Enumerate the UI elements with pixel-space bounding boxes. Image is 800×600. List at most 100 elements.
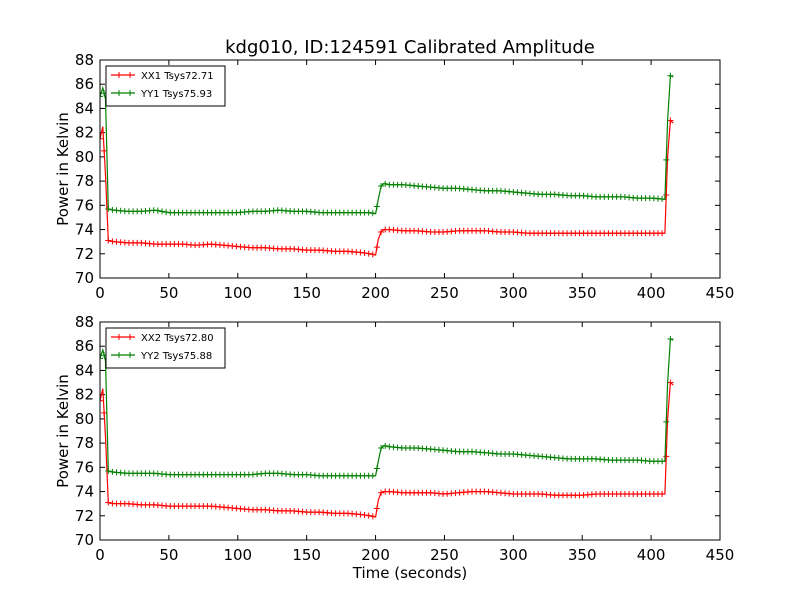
x-tick-label: 0 [95, 284, 105, 302]
y-tick-label: 78 [75, 172, 94, 190]
x-tick-label: 300 [499, 546, 528, 564]
data-point [100, 135, 103, 142]
x-axis-label: Time (seconds) [352, 564, 468, 582]
y-tick-label: 80 [75, 148, 94, 166]
y-tick-label: 80 [75, 410, 94, 428]
data-point [667, 72, 674, 79]
data-point [369, 251, 376, 258]
x-tick-label: 0 [95, 546, 105, 564]
data-point [382, 442, 389, 449]
axes-frame [99, 59, 721, 279]
data-point [361, 249, 368, 256]
axes-frame [99, 321, 721, 541]
data-point [663, 418, 670, 425]
data-point [373, 203, 380, 210]
data-point [100, 355, 103, 362]
x-tick-label: 250 [430, 284, 459, 302]
data-point [667, 379, 674, 386]
data-point [159, 208, 165, 215]
y-axis-label: Power in Kelvin [54, 374, 72, 488]
legend-marker [116, 352, 133, 358]
data-point [109, 238, 116, 245]
x-tick-label: 100 [223, 546, 252, 564]
legend-label: XX2 Tsys72.80 [141, 333, 214, 344]
series-layer [100, 72, 674, 258]
legend-marker [116, 90, 133, 96]
data-point [109, 206, 116, 213]
series-layer [100, 335, 674, 520]
data-point [659, 196, 666, 203]
y-tick-label: 78 [75, 434, 94, 452]
top-subplot: 0 50 100 150 200 250 300 350 400 450 70 72 74 76 78 80 8… [54, 51, 734, 302]
x-tick-label: 350 [568, 546, 597, 564]
legend-label: XX1 Tsys72.71 [141, 71, 214, 82]
data-point [357, 511, 364, 518]
data-point [101, 147, 108, 154]
data-point [373, 465, 380, 472]
legend-box [105, 65, 226, 107]
data-point [373, 244, 380, 251]
data-point [105, 499, 112, 506]
x-tick-label: 50 [159, 546, 178, 564]
data-point [369, 210, 376, 217]
x-tick-label: 150 [292, 284, 321, 302]
y-tick-label: 72 [75, 507, 94, 525]
y-tick-label: 84 [75, 361, 94, 379]
data-point [361, 511, 368, 518]
data-point [365, 209, 372, 216]
x-tick-label: 300 [499, 284, 528, 302]
x-tick-label: 200 [361, 546, 390, 564]
data-point [663, 156, 670, 163]
data-point [659, 490, 666, 497]
data-point [663, 192, 670, 199]
legend: XX2 Tsys72.80 YY2 Tsys75.88 [105, 327, 226, 369]
y-axis-label: Power in Kelvin [54, 112, 72, 226]
x-tick-label: 450 [706, 546, 735, 564]
y-tick-label: 72 [75, 245, 94, 263]
y-tick-label: 88 [75, 51, 94, 69]
bottom-subplot: 0 50 100 150 200 250 300 350 400 450 70 72 74 76 78 80 8… [54, 313, 734, 582]
data-point [105, 467, 112, 474]
data-point [378, 228, 385, 235]
data-point [659, 230, 666, 237]
data-point [105, 237, 112, 244]
y-tick-label: 70 [75, 269, 94, 287]
x-tick-label: 200 [361, 284, 390, 302]
legend-label: YY2 Tsys75.88 [140, 351, 212, 362]
data-point [365, 512, 372, 519]
data-point [667, 117, 674, 124]
data-point [373, 505, 380, 512]
data-point [378, 489, 385, 496]
data-point [357, 249, 364, 256]
data-point [101, 409, 108, 416]
data-point [382, 180, 389, 187]
legend-box [105, 327, 226, 369]
y-tick-label: 74 [75, 221, 94, 239]
data-point [369, 472, 376, 479]
data-point [378, 182, 385, 189]
y-tick-label: 86 [75, 75, 94, 93]
y-tick-label: 88 [75, 313, 94, 331]
data-point [105, 205, 112, 212]
y-tick-label: 74 [75, 483, 94, 501]
y-tick-label: 82 [75, 386, 94, 404]
x-tick-label: 450 [706, 284, 735, 302]
legend-marker [116, 72, 133, 78]
data-point [663, 453, 670, 460]
legend-marker [116, 334, 133, 340]
x-tick-label: 250 [430, 546, 459, 564]
y-tick-label: 84 [75, 99, 94, 117]
data-point [100, 397, 103, 404]
data-point [100, 93, 103, 100]
data-point [659, 458, 666, 465]
legend: XX1 Tsys72.71 YY1 Tsys75.93 [105, 65, 226, 107]
legend-label: YY1 Tsys75.93 [140, 89, 212, 100]
data-point [154, 207, 161, 214]
data-point [365, 250, 372, 257]
x-tick-label: 350 [568, 284, 597, 302]
y-tick-label: 70 [75, 531, 94, 549]
data-point [667, 335, 674, 342]
y-tick-label: 76 [75, 458, 94, 476]
y-tick-label: 86 [75, 337, 94, 355]
